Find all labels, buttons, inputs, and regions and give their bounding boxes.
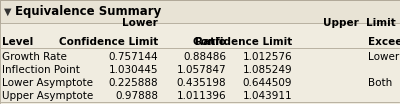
Text: 0.435198: 0.435198: [176, 78, 226, 88]
Text: Lower: Lower: [122, 18, 158, 28]
Text: 1.043911: 1.043911: [242, 91, 292, 101]
Text: 1.011396: 1.011396: [176, 91, 226, 101]
Text: 1.012576: 1.012576: [242, 52, 292, 62]
Text: 0.644509: 0.644509: [242, 78, 292, 88]
Text: Equivalence Summary: Equivalence Summary: [15, 5, 162, 18]
Text: Upper  Limit: Upper Limit: [323, 18, 396, 28]
Text: Confidence Limit: Confidence Limit: [193, 37, 292, 47]
Text: ▼: ▼: [4, 7, 12, 17]
Text: 0.88486: 0.88486: [183, 52, 226, 62]
Text: Level: Level: [2, 37, 33, 47]
Text: 0.757144: 0.757144: [108, 52, 158, 62]
Text: Lower: Lower: [368, 52, 399, 62]
Text: Exceeded: Exceeded: [368, 37, 400, 47]
Text: Ratio: Ratio: [195, 37, 226, 47]
Text: Upper Asymptote: Upper Asymptote: [2, 91, 93, 101]
Text: Lower Asymptote: Lower Asymptote: [2, 78, 93, 88]
Text: Inflection Point: Inflection Point: [2, 65, 80, 75]
Text: 1.085249: 1.085249: [242, 65, 292, 75]
Text: Both: Both: [368, 78, 392, 88]
Text: Growth Rate: Growth Rate: [2, 52, 67, 62]
Text: 0.97888: 0.97888: [115, 91, 158, 101]
Text: 1.030445: 1.030445: [108, 65, 158, 75]
Text: Confidence Limit: Confidence Limit: [59, 37, 158, 47]
Text: 1.057847: 1.057847: [176, 65, 226, 75]
Text: 0.225888: 0.225888: [108, 78, 158, 88]
